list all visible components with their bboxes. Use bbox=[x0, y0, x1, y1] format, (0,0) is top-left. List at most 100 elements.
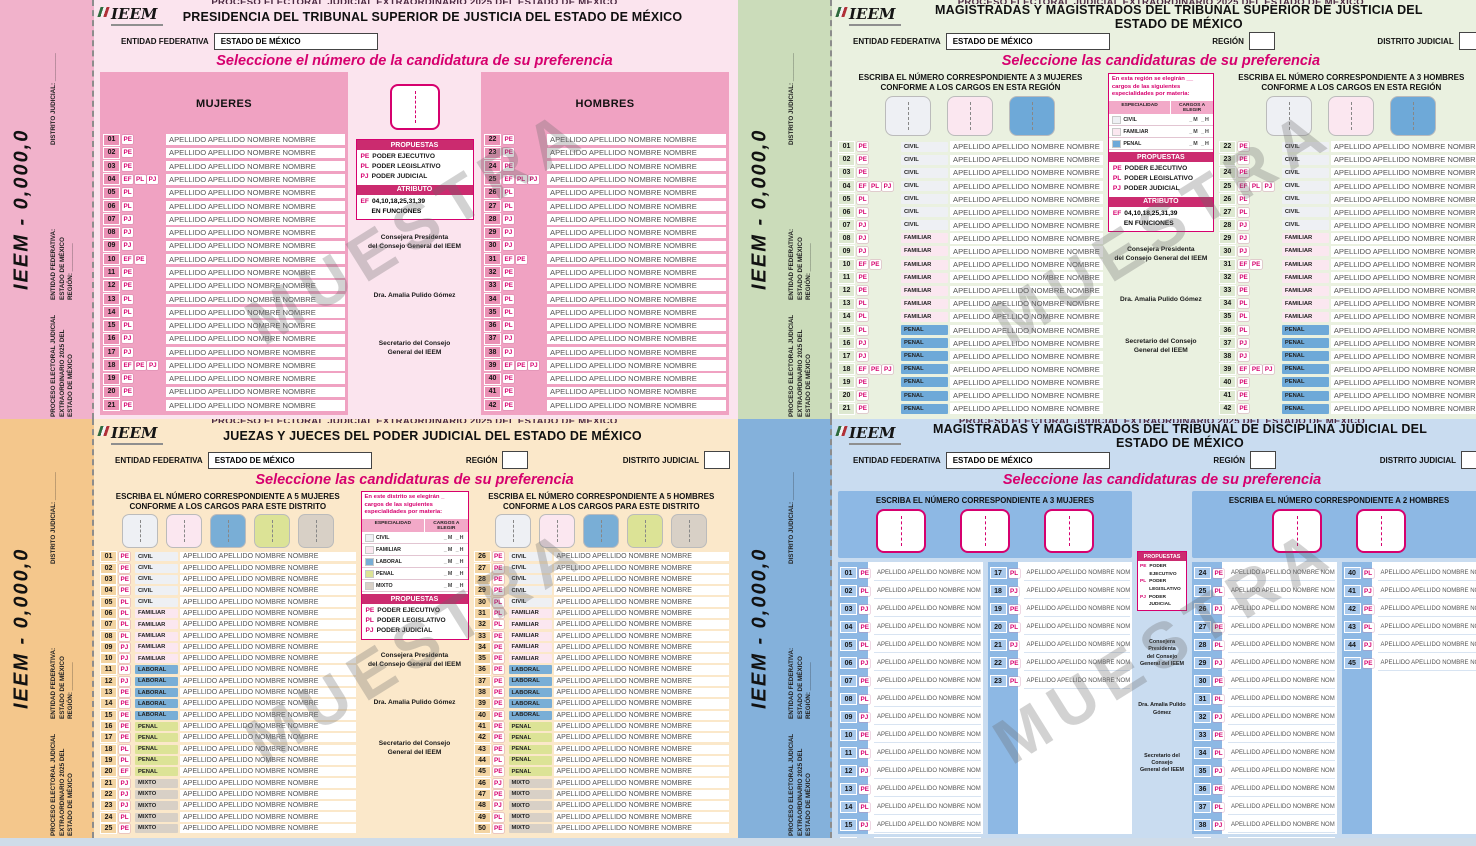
write-in-box[interactable] bbox=[960, 509, 1010, 553]
candidate-tags: EF PE bbox=[1237, 260, 1280, 270]
candidate-row: 19 PL PENAL APELLIDO APELLIDO NOMBRE NOM… bbox=[100, 754, 356, 766]
candidate-name: APELLIDO APELLIDO NOMBRE NOMBRE bbox=[950, 403, 1103, 414]
candidate-name: APELLIDO APELLIDO NOMBRE NOMBRE bbox=[180, 654, 356, 664]
tag-pj: PJ bbox=[503, 347, 514, 357]
candidate-row: 01 PE CIVIL APELLIDO APELLIDO NOMBRE NOM… bbox=[838, 140, 1103, 153]
tag-pe: PE bbox=[515, 254, 527, 264]
candidate-tags: PE bbox=[122, 374, 164, 384]
candidate-name: APELLIDO APELLIDO NOMBRE NOMBRE bbox=[547, 346, 726, 358]
write-in-box[interactable] bbox=[389, 84, 440, 130]
candidate-tags: PJ bbox=[859, 712, 872, 722]
write-in-box[interactable] bbox=[1044, 509, 1094, 553]
candidate-name: APELLIDO APELLIDO NOMBRE NOMBRE bbox=[1023, 674, 1130, 688]
candidate-number: 13 bbox=[100, 687, 117, 699]
candidate-tags: PE bbox=[1237, 391, 1280, 401]
candidate-tags: PE bbox=[859, 676, 872, 686]
candidate-number: 02 bbox=[103, 146, 120, 159]
write-in-box[interactable] bbox=[876, 509, 926, 553]
specialty-chip: CIVIL bbox=[1281, 207, 1329, 218]
candidate-number: 26 bbox=[1194, 603, 1211, 615]
candidate-row: 39 PE APELLIDO APELLIDO NOMBRE NOMBRE bbox=[1194, 834, 1335, 838]
candidate-tags: PE bbox=[857, 377, 899, 387]
distrito-box[interactable] bbox=[704, 451, 731, 469]
region-box[interactable] bbox=[502, 451, 529, 469]
write-in-box[interactable] bbox=[165, 514, 202, 549]
candidate-row: 16 PE PENAL APELLIDO APELLIDO NOMBRE NOM… bbox=[100, 721, 356, 733]
specialty-chip: MIXTO bbox=[508, 789, 552, 799]
candidate-name: APELLIDO APELLIDO NOMBRE NOMBRE bbox=[1377, 602, 1476, 616]
tag-pe: PE bbox=[122, 135, 134, 145]
write-in-box[interactable] bbox=[495, 514, 532, 549]
write-in-box[interactable] bbox=[583, 514, 620, 549]
specialty-chip: PENAL bbox=[508, 755, 552, 765]
ieem-logo-subtext bbox=[849, 24, 901, 26]
candidate-tags: PE bbox=[1237, 286, 1280, 296]
candidate-tags: PE bbox=[492, 574, 507, 584]
candidate-name: APELLIDO APELLIDO NOMBRE NOMBRE bbox=[180, 563, 356, 573]
candidate-row: 05 PL CIVIL APELLIDO APELLIDO NOMBRE NOM… bbox=[100, 596, 356, 608]
specialty-table-header: ESPECIALIDAD CARGOS A ELEGIR bbox=[1108, 101, 1213, 115]
candidate-number: 30 bbox=[473, 596, 491, 608]
distrito-box[interactable] bbox=[1461, 451, 1476, 469]
write-in-box[interactable] bbox=[671, 514, 708, 549]
candidate-row: 28 PJ CIVIL APELLIDO APELLIDO NOMBRE NOM… bbox=[1218, 219, 1476, 232]
tag-pl: PL bbox=[119, 812, 131, 822]
write-in-box[interactable] bbox=[253, 514, 290, 549]
write-in-box[interactable] bbox=[947, 96, 994, 137]
write-in-box[interactable] bbox=[1266, 96, 1313, 137]
candidate-name: APELLIDO APELLIDO NOMBRE NOMBRE bbox=[1228, 836, 1335, 838]
write-in-box[interactable] bbox=[539, 514, 576, 549]
entidad-value-box[interactable]: ESTADO DE MÉXICO bbox=[207, 451, 372, 469]
specialty-chip: CIVIL bbox=[901, 154, 948, 165]
men-header-band: ESCRIBA EL NÚMERO CORRESPONDIENTE A 2 HO… bbox=[1192, 491, 1476, 558]
candidate-number: 16 bbox=[100, 721, 117, 733]
ieem-logo-subtext bbox=[111, 24, 163, 26]
entidad-value-box[interactable]: ESTADO DE MÉXICO bbox=[213, 32, 378, 50]
distrito-box[interactable] bbox=[1458, 32, 1476, 50]
candidate-name: APELLIDO APELLIDO NOMBRE NOMBRE bbox=[547, 253, 726, 265]
candidate-row: 35 PL APELLIDO APELLIDO NOMBRE NOMBRE bbox=[484, 306, 726, 319]
tag-pj: PJ bbox=[503, 214, 514, 224]
candidate-number: 46 bbox=[473, 777, 491, 789]
write-in-box[interactable] bbox=[1390, 96, 1437, 137]
write-in-box[interactable] bbox=[1328, 96, 1375, 137]
candidate-name: APELLIDO APELLIDO NOMBRE NOMBRE bbox=[874, 638, 981, 652]
candidate-row: 11 PE APELLIDO APELLIDO NOMBRE NOMBRE bbox=[103, 266, 345, 279]
write-in-box[interactable] bbox=[885, 96, 932, 137]
candidate-row: 13 PE APELLIDO APELLIDO NOMBRE NOMBRE bbox=[840, 780, 981, 798]
candidate-row: 24 PE APELLIDO APELLIDO NOMBRE NOMBRE bbox=[1194, 564, 1335, 582]
write-in-box[interactable] bbox=[1009, 96, 1056, 137]
candidate-row: 37 PJ PENAL APELLIDO APELLIDO NOMBRE NOM… bbox=[1218, 337, 1476, 350]
specialty-chip: PENAL bbox=[901, 390, 948, 401]
ballot-juezas-jueces: IEEM - 0,000,0 DISTRITO JUDICIAL: ______… bbox=[0, 419, 738, 838]
stub-proceso-label: PROCESO ELECTORAL JUDICIAL EXTRAORDINARIO… bbox=[50, 314, 74, 417]
tag-pe: PE bbox=[492, 688, 504, 698]
entidad-value-box[interactable]: ESTADO DE MÉXICO bbox=[945, 451, 1110, 469]
tag-pl: PL bbox=[1237, 299, 1249, 309]
candidate-row: 30 PL CIVIL APELLIDO APELLIDO NOMBRE NOM… bbox=[473, 596, 729, 608]
box-divider-line bbox=[1413, 102, 1415, 131]
write-in-box[interactable] bbox=[209, 514, 246, 549]
region-box[interactable] bbox=[1248, 32, 1275, 50]
candidate-name: APELLIDO APELLIDO NOMBRE NOMBRE bbox=[1330, 180, 1476, 192]
candidate-number: 28 bbox=[484, 213, 501, 226]
write-in-box[interactable] bbox=[297, 514, 334, 549]
candidate-name: APELLIDO APELLIDO NOMBRE NOMBRE bbox=[180, 586, 356, 596]
write-in-box[interactable] bbox=[627, 514, 664, 549]
select-instruction: Seleccione el número de la candidatura d… bbox=[216, 53, 613, 69]
candidate-number: 29 bbox=[1218, 232, 1236, 245]
write-in-box[interactable] bbox=[1272, 509, 1322, 553]
tag-pe: PE bbox=[869, 260, 881, 270]
men-header: HOMBRES bbox=[575, 98, 635, 110]
specialty-chip: FAMILIAR bbox=[508, 642, 552, 652]
candidate-row: 45 PE PENAL APELLIDO APELLIDO NOMBRE NOM… bbox=[473, 766, 729, 778]
candidate-row: 45 PE APELLIDO APELLIDO NOMBRE NOMBRE bbox=[1343, 654, 1476, 672]
write-in-box[interactable] bbox=[1356, 509, 1406, 553]
write-in-box[interactable] bbox=[121, 514, 158, 549]
candidate-row: 03 PJ APELLIDO APELLIDO NOMBRE NOMBRE bbox=[840, 600, 981, 618]
candidate-number: 22 bbox=[100, 788, 117, 800]
candidate-tags: PE bbox=[119, 733, 133, 743]
entidad-value-box[interactable]: ESTADO DE MÉXICO bbox=[945, 32, 1110, 50]
specialty-chip: FAMILIAR bbox=[901, 272, 948, 283]
region-box[interactable] bbox=[1249, 451, 1276, 469]
